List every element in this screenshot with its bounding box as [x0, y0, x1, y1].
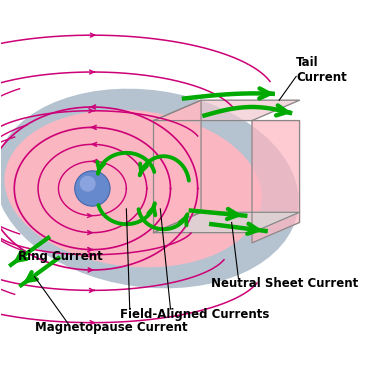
Circle shape — [80, 176, 96, 192]
Text: Neutral Sheet Current: Neutral Sheet Current — [211, 277, 359, 290]
Ellipse shape — [0, 89, 299, 288]
Ellipse shape — [5, 110, 262, 267]
Circle shape — [75, 171, 110, 206]
Text: Tail
Current: Tail Current — [296, 56, 347, 84]
Polygon shape — [153, 100, 201, 233]
Polygon shape — [252, 121, 300, 243]
Text: Field-Aligned Currents: Field-Aligned Currents — [120, 308, 269, 321]
Text: Magnetopause Current: Magnetopause Current — [35, 321, 187, 334]
Text: Ring Current: Ring Current — [18, 250, 103, 263]
Polygon shape — [153, 212, 300, 233]
Polygon shape — [153, 100, 300, 121]
